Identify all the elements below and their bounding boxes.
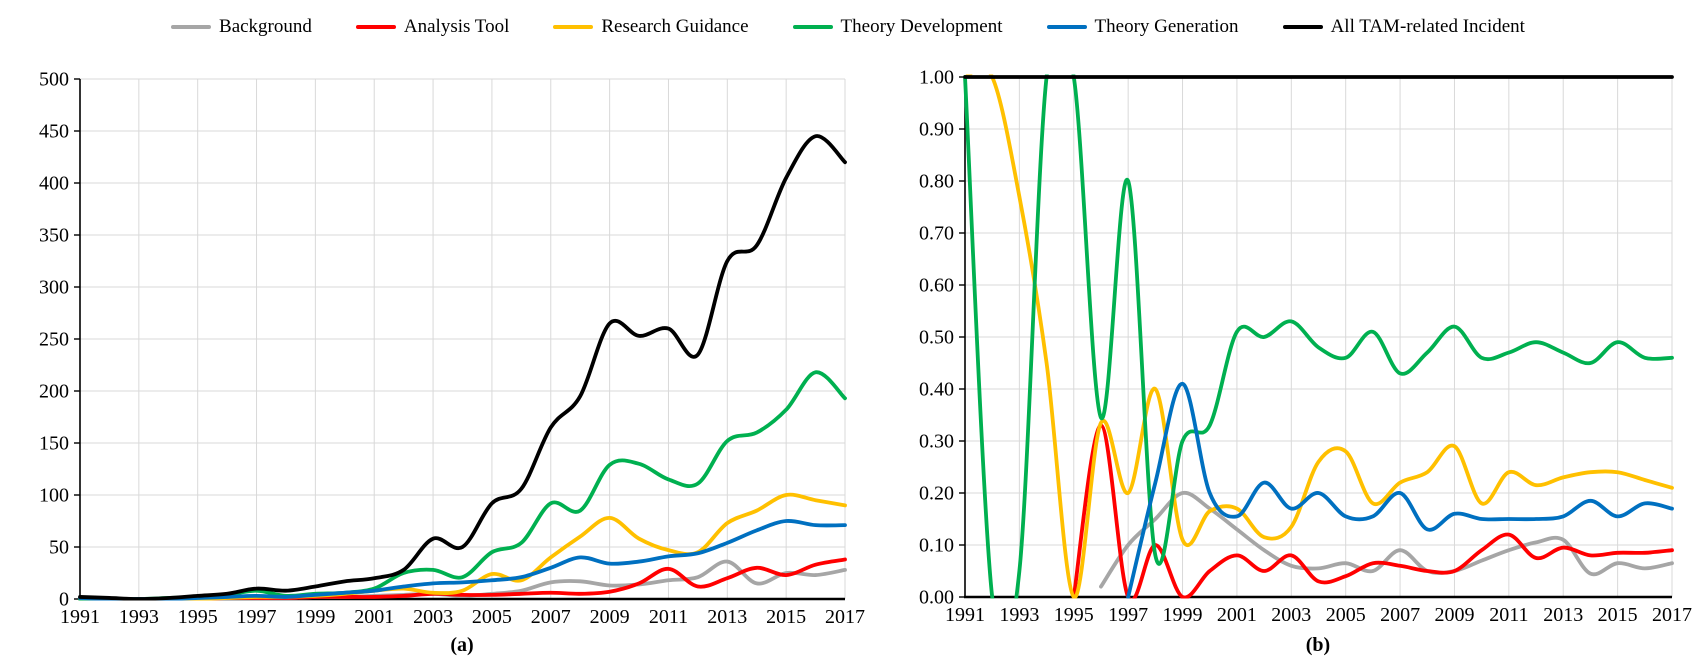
series-line-analysis-tool — [1071, 423, 1674, 599]
x-tick-label: 2001 — [1217, 604, 1257, 626]
y-tick-label: 0.80 — [919, 171, 954, 193]
series-line-theory-generation — [1126, 381, 1674, 599]
y-tick-label: 50 — [49, 537, 69, 559]
legend-line-swatch — [1282, 25, 1323, 29]
legend-line-swatch — [171, 25, 212, 29]
legend: Background Analysis Tool Research Guidance… — [0, 16, 1696, 38]
x-tick-label: 2011 — [1489, 604, 1528, 626]
series-line-research-guidance — [963, 74, 1674, 599]
y-tick-label: 0.40 — [919, 379, 954, 401]
y-tick-label: 500 — [39, 69, 69, 91]
legend-line-swatch — [1046, 25, 1087, 29]
y-tick-label: 100 — [39, 485, 69, 507]
x-tick-label: 1995 — [1054, 604, 1094, 626]
series-line-all-tam-related-incident — [78, 134, 847, 601]
y-tick-label: 0.10 — [919, 535, 954, 557]
legend-item-research-guidance: Research Guidance — [553, 16, 749, 38]
legend-item-theory-generation: Theory Generation — [1046, 16, 1239, 38]
chart-a-counts: 0 50 100 150 200 250 300 350 400 450 500 1991 1993 19… — [39, 69, 865, 629]
x-tick-label: 2015 — [1598, 604, 1638, 626]
x-tick-label: 2007 — [1380, 604, 1420, 626]
x-tick-label: 2017 — [1652, 604, 1692, 626]
legend-label: Analysis Tool — [403, 16, 510, 37]
x-tick-label: 2007 — [531, 606, 571, 628]
y-tick-label: 300 — [39, 277, 69, 299]
y-tick-label: 0.00 — [919, 587, 954, 609]
legend-item-background: Background — [171, 16, 312, 38]
chart-b-ratios: 0.00 0.10 0.20 0.30 0.40 0.50 0.60 0.70 0.80 0.90… — [919, 67, 1692, 627]
x-tick-label: 1999 — [1163, 604, 1203, 626]
x-tick-label: 1991 — [60, 606, 100, 628]
x-tick-label: 2005 — [1326, 604, 1366, 626]
legend-label: Theory Development — [840, 16, 1003, 37]
x-tick-label: 2009 — [1434, 604, 1474, 626]
x-tick-label: 2017 — [825, 606, 865, 628]
y-tick-label: 400 — [39, 173, 69, 195]
y-tick-label: 150 — [39, 433, 69, 455]
y-tick-label: 350 — [39, 225, 69, 247]
y-tick-label: 0.60 — [919, 275, 954, 297]
x-tick-label: 2015 — [766, 606, 806, 628]
series-line-background — [1099, 491, 1674, 589]
legend-item-analysis-tool: Analysis Tool — [355, 16, 510, 38]
legend-label: Background — [219, 16, 312, 37]
y-tick-label: 200 — [39, 381, 69, 403]
x-tick-label: 2009 — [590, 606, 630, 628]
series-line-theory-development — [963, 74, 1674, 599]
caption-a: (a) — [450, 634, 473, 656]
x-tick-label: 1997 — [1108, 604, 1148, 626]
x-tick-label: 2013 — [707, 606, 747, 628]
legend-item-theory-development: Theory Development — [792, 16, 1003, 38]
x-tick-label: 2003 — [413, 606, 453, 628]
legend-line-swatch — [553, 25, 594, 29]
y-tick-label: 450 — [39, 121, 69, 143]
x-tick-label: 1993 — [119, 606, 159, 628]
legend-line-swatch — [792, 25, 833, 29]
legend-item-all-tam-related-incident: All TAM-related Incident — [1282, 16, 1525, 38]
y-tick-label: 250 — [39, 329, 69, 351]
x-tick-label: 1999 — [295, 606, 335, 628]
series-line-theory-development — [78, 370, 847, 601]
legend-line-swatch — [355, 25, 396, 29]
x-tick-label: 1993 — [999, 604, 1039, 626]
x-tick-label: 1997 — [237, 606, 277, 628]
y-tick-label: 0.70 — [919, 223, 954, 245]
x-tick-label: 2011 — [649, 606, 688, 628]
y-tick-label: 1.00 — [919, 67, 954, 89]
x-tick-label: 1991 — [945, 604, 985, 626]
series-line-analysis-tool — [78, 557, 847, 601]
caption-b: (b) — [1306, 634, 1330, 656]
series-line-theory-generation — [78, 519, 847, 601]
x-tick-label: 1995 — [178, 606, 218, 628]
y-tick-label: 0.90 — [919, 119, 954, 141]
x-tick-label: 2001 — [354, 606, 394, 628]
legend-label: Theory Generation — [1094, 16, 1239, 37]
y-tick-label: 0.30 — [919, 431, 954, 453]
x-tick-label: 2013 — [1543, 604, 1583, 626]
x-tick-label: 2003 — [1271, 604, 1311, 626]
y-tick-label: 0 — [59, 589, 69, 611]
y-tick-label: 0.20 — [919, 483, 954, 505]
legend-label: Research Guidance — [601, 16, 749, 37]
x-tick-label: 2005 — [472, 606, 512, 628]
y-tick-label: 0.50 — [919, 327, 954, 349]
legend-label: All TAM-related Incident — [1330, 16, 1525, 37]
